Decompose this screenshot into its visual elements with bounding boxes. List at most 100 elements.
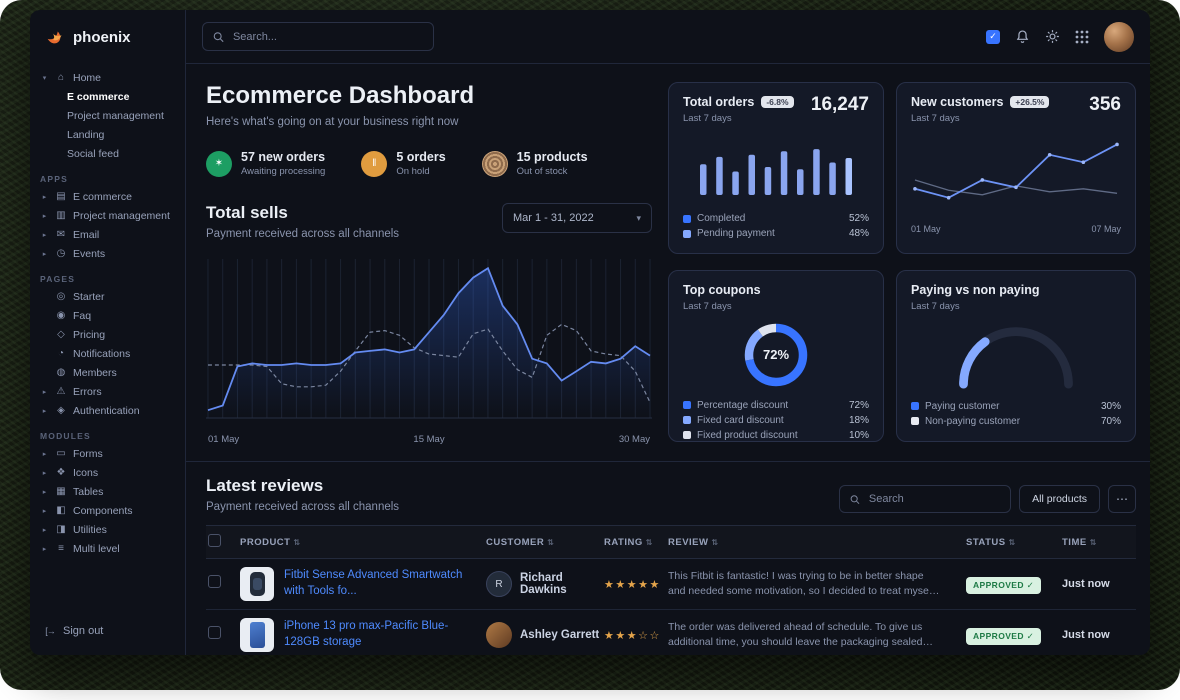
row-checkbox[interactable] [208, 626, 221, 639]
column-header-status[interactable]: STATUS ⇅ [966, 537, 1062, 548]
sidebar-item-forms[interactable]: ▸ ▭ Forms [30, 444, 185, 463]
profile-avatar[interactable] [1104, 21, 1134, 52]
theme-toggle-icon[interactable]: ✓ [986, 29, 1000, 44]
sidebar-nav: ▾ ⌂ Home E commerce Project management Landin… [30, 64, 185, 615]
x-tick: 01 May [208, 434, 240, 445]
top-coupons-legend: Percentage discount 72% Fixed card discoun… [683, 398, 869, 441]
total-sells-title: Total sells [206, 203, 288, 222]
legend-value: 18% [848, 414, 869, 426]
chevron-right-icon: ▸ [42, 450, 47, 458]
row-checkbox[interactable] [208, 575, 221, 588]
sidebar-item-home[interactable]: ▾ ⌂ Home [30, 68, 185, 87]
notifications-icon: ◔ [57, 348, 65, 359]
sidebar-item-project-management[interactable]: ▸ ▥ Project management [30, 206, 185, 225]
members-icon: ◍ [56, 367, 66, 378]
sidebar-item-email[interactable]: ▸ ✉ Email [30, 225, 185, 244]
review-text: The order was delivered ahead of schedul… [668, 620, 923, 648]
apps-grid-icon[interactable] [1075, 30, 1089, 44]
sort-icon: ⇅ [645, 537, 653, 547]
column-header-product[interactable]: PRODUCT ⇅ [240, 537, 486, 548]
column-header-customer[interactable]: CUSTOMER ⇅ [486, 537, 604, 548]
sidebar-item-notifications[interactable]: ◔ Notifications [30, 344, 185, 363]
date-range-select[interactable]: Mar 1 - 31, 2022 [502, 203, 652, 233]
sidebar-item-components[interactable]: ▸ ◧ Components [30, 501, 185, 520]
card-title: Paying vs non paying [911, 282, 1040, 297]
select-all-checkbox[interactable] [208, 534, 221, 547]
phone-image [249, 622, 265, 648]
sidebar-item-label: Landing [67, 128, 105, 141]
starter-icon: ◎ [56, 291, 66, 302]
sidebar-item-utilities[interactable]: ▸ ◨ Utilities [30, 520, 185, 539]
sidebar-item-label: Starter [73, 290, 105, 303]
global-search[interactable] [202, 22, 434, 51]
sidebar-item-landing[interactable]: Landing [30, 125, 185, 144]
reviews-title: Latest reviews [206, 476, 324, 495]
sidebar-item-label: Events [73, 247, 106, 260]
sort-icon: ⇅ [547, 537, 555, 547]
column-header-time[interactable]: TIME ⇅ [1062, 537, 1136, 548]
main-column: ✓ Ecommerce Dashb [186, 10, 1150, 655]
notifications-bell-icon[interactable] [1015, 29, 1030, 44]
sidebar-item-social-feed[interactable]: Social feed [30, 144, 185, 163]
brand-logo[interactable]: phoenix [30, 10, 185, 64]
paying-vs-nonpaying-card: Paying vs non paying Last 7 days Paying … [896, 269, 1136, 442]
more-options-button[interactable]: ⋯ [1108, 485, 1136, 513]
cell-customer: R Richard Dawkins [486, 571, 604, 597]
sidebar-item-e-commerce[interactable]: E commerce [30, 87, 185, 106]
legend-value: 10% [848, 429, 869, 441]
stat-text: 5 orders On hold [396, 150, 445, 177]
total-sells-chart-area: 01 May 15 May 30 May [206, 254, 652, 445]
sort-icon: ⇅ [1089, 537, 1097, 547]
sort-icon: ⇅ [293, 537, 301, 547]
card-period: Last 7 days [911, 113, 960, 124]
sidebar-item-pricing[interactable]: ◇ Pricing [30, 325, 185, 344]
column-header-rating[interactable]: RATING ⇅ [604, 537, 668, 548]
settings-gear-icon[interactable] [1045, 29, 1060, 44]
sidebar-item-errors[interactable]: ▸ ⚠ Errors [30, 382, 185, 401]
chevron-right-icon: ▸ [42, 212, 47, 220]
total-sells-x-axis: 01 May 15 May 30 May [206, 434, 652, 445]
search-input[interactable] [230, 29, 423, 44]
sidebar-item-sign-out[interactable]: [→ Sign out [30, 615, 185, 655]
legend-label: Pending payment [697, 228, 775, 239]
stat-item-awaiting-processing: ✶ 57 new orders Awaiting processing [206, 150, 325, 177]
sidebar-item-label: Faq [73, 309, 92, 322]
column-header-review[interactable]: REVIEW ⇅ [668, 537, 966, 548]
sidebar-item-project-management[interactable]: Project management [30, 106, 185, 125]
sidebar-item-events[interactable]: ▸ ◷ Events [30, 244, 185, 263]
reviews-subtitle: Payment received across all channels [206, 501, 400, 513]
stat-text: 15 products Out of stock [517, 150, 588, 177]
sidebar-item-starter[interactable]: ◎ Starter [30, 287, 185, 306]
sidebar-item-tables[interactable]: ▸ ▦ Tables [30, 482, 185, 501]
faq-icon: ◉ [56, 310, 66, 321]
legend-item: Completed 52% [683, 211, 869, 226]
stat-caption: Awaiting processing [241, 166, 326, 177]
sidebar-item-multi-level[interactable]: ▸ ≡ Multi level [30, 539, 185, 558]
card-title: New customers [911, 95, 1004, 109]
sidebar-item-authentication[interactable]: ▸ ◈ Authentication [30, 401, 185, 420]
sidebar-item-label: Project management [67, 109, 164, 122]
stat-value: 57 new orders [241, 150, 326, 164]
column-label: CUSTOMER [486, 536, 545, 548]
sidebar-item-faq[interactable]: ◉ Faq [30, 306, 185, 325]
dashboard-content: Ecommerce Dashboard Here's what's going … [186, 64, 1150, 655]
total-sells-subtitle: Payment received across all channels [206, 228, 400, 240]
product-link[interactable]: Fitbit Sense Advanced Smartwatch with To… [284, 569, 463, 597]
chevron-right-icon: ▸ [42, 507, 47, 515]
sidebar-section-apps: APPS [40, 174, 68, 184]
sidebar-item-icons[interactable]: ▸ ❖ Icons [30, 463, 185, 482]
reviews-search[interactable] [839, 485, 1012, 513]
home-icon: ⌂ [57, 72, 65, 83]
product-link[interactable]: iPhone 13 pro max-Pacific Blue-128GB sto… [284, 620, 449, 648]
customer-avatar [486, 622, 512, 648]
table-row: Fitbit Sense Advanced Smartwatch with To… [206, 559, 1136, 610]
search-icon [850, 494, 860, 504]
sidebar-item-label: Tables [73, 485, 104, 498]
sidebar: phoenix ▾ ⌂ Home E commerce Project manageme… [30, 10, 186, 655]
card-period: Last 7 days [911, 300, 960, 312]
sidebar-item-e-commerce[interactable]: ▸ ▤ E commerce [30, 187, 185, 206]
reviews-search-input[interactable] [866, 492, 1001, 506]
cell-product: Fitbit Sense Advanced Smartwatch with To… [240, 567, 486, 601]
sidebar-item-members[interactable]: ◍ Members [30, 363, 185, 382]
all-products-filter[interactable]: All products [1019, 485, 1100, 513]
